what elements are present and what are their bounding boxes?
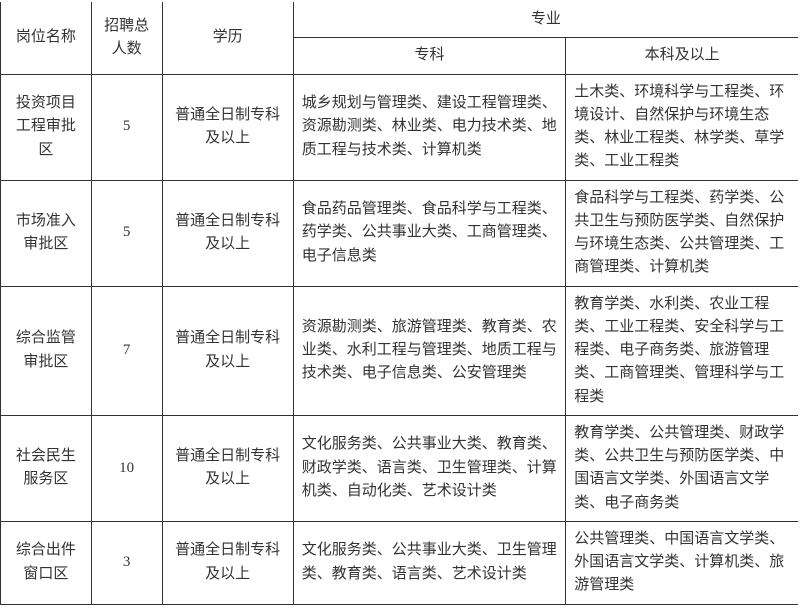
header-major: 专业 [293,2,798,38]
cell-benke: 土木类、环境科学与工程类、环境设计、自然保护与环境生态类、林业工程类、林学类、草… [566,74,798,180]
table-header: 岗位名称 招聘总人数 学历 专业 专科 本科及以上 [1,2,799,74]
header-major-zhuanke: 专科 [293,38,566,74]
cell-zhuanke: 文化服务类、公共事业大类、卫生管理类、教育类、语言类、艺术设计类 [293,521,566,604]
cell-benke: 食品科学与工程类、药学类、公共卫生与预防医学类、自然保护与环境生态类、公共管理类… [566,180,798,286]
cell-zhuanke: 文化服务类、公共事业大类、教育类、财政学类、语言类、卫生管理类、计算机类、自动化… [293,415,566,521]
cell-benke: 公共管理类、中国语言文学类、外国语言文学类、计算机类、旅游管理类 [566,521,798,604]
cell-total: 10 [91,415,162,521]
header-major-benke: 本科及以上 [566,38,798,74]
cell-position: 社会民生服务区 [1,415,92,521]
cell-education: 普通全日制专科及以上 [162,180,293,286]
cell-total: 5 [91,74,162,180]
table-row: 综合监管审批区 7 普通全日制专科及以上 资源勘测类、旅游管理类、教育类、农业类… [1,286,799,415]
cell-position: 市场准入审批区 [1,180,92,286]
table-row: 综合出件窗口区 3 普通全日制专科及以上 文化服务类、公共事业大类、卫生管理类、… [1,521,799,604]
cell-education: 普通全日制专科及以上 [162,415,293,521]
cell-benke: 教育学类、水利类、农业工程类、工业工程类、安全科学与工程类、电子商务类、旅游管理… [566,286,798,415]
cell-benke: 教育学类、公共管理类、财政学类、公共卫生与预防医学类、中国语言文学类、外国语言文… [566,415,798,521]
cell-total: 3 [91,521,162,604]
cell-position: 综合监管审批区 [1,286,92,415]
cell-zhuanke: 食品药品管理类、食品科学与工程类、药学类、公共事业大类、工商管理类、电子信息类 [293,180,566,286]
table-row: 投资项目工程审批区 5 普通全日制专科及以上 城乡规划与管理类、建设工程管理类、… [1,74,799,180]
header-row-1: 岗位名称 招聘总人数 学历 专业 [1,2,799,38]
cell-total: 5 [91,180,162,286]
recruitment-table: 岗位名称 招聘总人数 学历 专业 专科 本科及以上 投资项目工程审批区 5 普通… [0,2,798,605]
cell-zhuanke: 资源勘测类、旅游管理类、教育类、农业类、水利工程与管理类、地质工程与技术类、电子… [293,286,566,415]
cell-zhuanke: 城乡规划与管理类、建设工程管理类、资源勘测类、林业类、电力技术类、地质工程与技术… [293,74,566,180]
cell-education: 普通全日制专科及以上 [162,521,293,604]
table-body: 投资项目工程审批区 5 普通全日制专科及以上 城乡规划与管理类、建设工程管理类、… [1,74,799,604]
header-position: 岗位名称 [1,2,92,74]
page: 岗位名称 招聘总人数 学历 专业 专科 本科及以上 投资项目工程审批区 5 普通… [0,0,802,612]
table-row: 市场准入审批区 5 普通全日制专科及以上 食品药品管理类、食品科学与工程类、药学… [1,180,799,286]
cell-position: 投资项目工程审批区 [1,74,92,180]
cell-education: 普通全日制专科及以上 [162,286,293,415]
header-total: 招聘总人数 [91,2,162,74]
header-education: 学历 [162,2,293,74]
cell-position: 综合出件窗口区 [1,521,92,604]
table-row: 社会民生服务区 10 普通全日制专科及以上 文化服务类、公共事业大类、教育类、财… [1,415,799,521]
cell-education: 普通全日制专科及以上 [162,74,293,180]
cell-total: 7 [91,286,162,415]
